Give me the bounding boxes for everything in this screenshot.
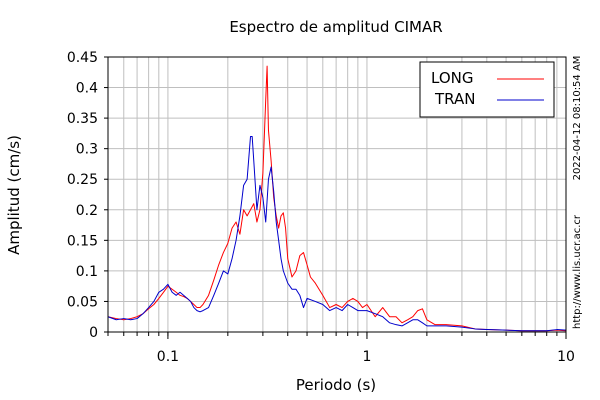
series-lines (107, 65, 567, 332)
series-line-long (107, 65, 567, 332)
timestamp-label: 2022-04-12 08:10:54 AM (572, 56, 583, 181)
y-tick-label: 0.15 (67, 233, 98, 249)
plot-frame (107, 56, 567, 333)
legend-label-tran: TRAN (434, 90, 475, 108)
source-url-label: http://www.lis.ucr.ac.cr (572, 214, 583, 329)
axis-ticks: 0 0.05 0.1 0.15 0.2 0.25 0.3 0.35 0.4 0.45 0.1 1 10 (67, 50, 575, 365)
x-tick-label: 10 (557, 349, 575, 365)
y-tick-label: 0.1 (76, 264, 98, 280)
x-tick-label: 0.1 (157, 349, 179, 365)
x-tick-label: 1 (362, 349, 371, 365)
y-tick-label: 0.2 (76, 203, 98, 219)
legend-box (419, 61, 555, 118)
legend: LONG TRAN (419, 61, 555, 118)
x-axis-title: Periodo (s) (296, 376, 376, 394)
y-tick-label: 0.35 (67, 111, 98, 127)
y-tick-label: 0.05 (67, 294, 98, 310)
grid (107, 56, 566, 333)
series-line-tran (107, 135, 567, 332)
y-axis-title: Amplitud (cm/s) (5, 135, 23, 255)
chart-title: Espectro de amplitud CIMAR (229, 18, 442, 36)
plot-border (107, 56, 567, 333)
y-tick-label: 0.25 (67, 172, 98, 188)
y-tick-label: 0.45 (67, 50, 98, 66)
y-tick-label: 0.4 (76, 81, 98, 97)
legend-label-long: LONG (431, 69, 473, 87)
y-tick-label: 0 (89, 325, 98, 341)
y-tick-label: 0.3 (76, 142, 98, 158)
